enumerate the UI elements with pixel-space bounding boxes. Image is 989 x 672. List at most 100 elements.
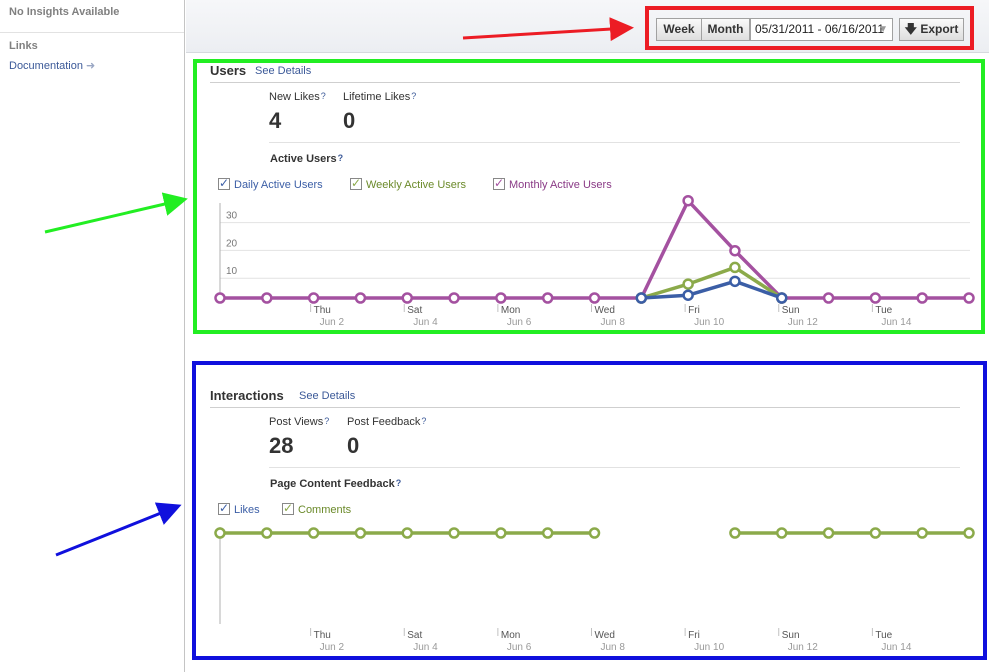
- legend-weekly-active-users[interactable]: Weekly Active Users: [350, 176, 466, 191]
- interactions-divider: [210, 407, 960, 408]
- x-tick-label-date: Jun 12: [788, 317, 818, 328]
- post-views-label: Post Views?: [269, 416, 330, 428]
- series-0-point: [541, 292, 554, 304]
- month-button[interactable]: Month: [701, 18, 750, 41]
- series-0-point: [869, 292, 882, 304]
- help-icon[interactable]: ?: [411, 91, 417, 101]
- stats-divider: [269, 142, 960, 143]
- series-0-point: [495, 292, 507, 304]
- checkbox-icon: [218, 501, 230, 515]
- legend-monthly-active-users[interactable]: Monthly Active Users: [493, 176, 612, 191]
- help-icon[interactable]: ?: [395, 478, 402, 488]
- series-2-point: [776, 292, 788, 304]
- comments-series-point: [448, 527, 460, 539]
- comments-series-point: [401, 527, 413, 539]
- date-range-select[interactable]: 05/31/2011 - 06/16/2011 ▼: [750, 18, 893, 41]
- comments-series-point: [916, 527, 928, 539]
- interactions-title: Interactions: [210, 388, 284, 403]
- series-0-point: [822, 292, 835, 304]
- page-content-feedback-title: Page Content Feedback?: [270, 478, 402, 490]
- week-button[interactable]: Week: [656, 18, 702, 41]
- x-tick-label-day: Wed: [595, 630, 615, 641]
- help-icon[interactable]: ?: [320, 91, 326, 101]
- series-0-point: [214, 292, 226, 304]
- comments-series-point: [729, 527, 741, 539]
- series-2-point: [729, 275, 741, 288]
- x-tick-label-date: Jun 6: [507, 317, 532, 328]
- x-tick-label-day: Fri: [688, 305, 700, 316]
- help-icon[interactable]: ?: [324, 416, 330, 426]
- documentation-link-label: Documentation: [9, 60, 83, 72]
- x-tick-label-day: Mon: [501, 305, 520, 316]
- x-tick-label-day: Mon: [501, 630, 520, 641]
- x-tick-label-date: Jun 2: [320, 317, 345, 328]
- post-feedback-value: 0: [347, 433, 360, 458]
- series-1-point: [682, 278, 694, 290]
- series-0-point: [916, 292, 928, 304]
- x-tick-label-day: Tue: [875, 630, 892, 641]
- comments-series-point: [307, 527, 320, 539]
- series-0-point: [448, 292, 460, 304]
- no-insights-notice: No Insights Available: [0, 0, 184, 33]
- x-tick-label-day: Thu: [314, 630, 331, 641]
- x-tick-label-day: Sat: [407, 630, 422, 641]
- legend-likes[interactable]: Likes: [218, 501, 260, 516]
- sidebar: No Insights Available Links Documentatio…: [0, 0, 185, 672]
- x-tick-label-date: Jun 4: [413, 642, 438, 653]
- lifetime-likes-value: 0: [343, 108, 356, 133]
- series-0-point: [401, 292, 413, 304]
- export-label: Export: [920, 22, 959, 36]
- legend-comments[interactable]: Comments: [282, 501, 351, 516]
- export-button[interactable]: 🡇 Export: [899, 18, 964, 41]
- x-tick-label-date: Jun 14: [881, 317, 911, 328]
- x-tick-label-day: Tue: [875, 305, 892, 316]
- x-tick-label-day: Fri: [688, 630, 700, 641]
- help-icon[interactable]: ?: [337, 153, 344, 163]
- comments-series-point: [822, 527, 835, 539]
- date-range-value: 05/31/2011 - 06/16/2011: [755, 22, 884, 36]
- checkbox-icon: [350, 176, 362, 190]
- x-tick-label-date: Jun 14: [881, 642, 911, 653]
- x-tick-label-day: Thu: [314, 305, 331, 316]
- series-0-point: [963, 292, 975, 304]
- post-feedback-label: Post Feedback?: [347, 416, 427, 428]
- comments-series-point: [261, 527, 273, 539]
- x-tick-label-date: Jun 2: [320, 642, 345, 653]
- checkbox-icon: [282, 501, 294, 515]
- x-tick-label-date: Jun 10: [694, 642, 724, 653]
- x-tick-label-date: Jun 6: [507, 642, 532, 653]
- x-tick-label-date: Jun 4: [413, 317, 438, 328]
- users-divider: [210, 82, 960, 83]
- comments-series-point: [869, 527, 882, 539]
- help-icon[interactable]: ?: [421, 416, 427, 426]
- x-tick-label-day: Sat: [407, 305, 422, 316]
- new-likes-label: New Likes?: [269, 91, 326, 103]
- series-0-point: [354, 292, 367, 304]
- comments-series-point: [963, 527, 975, 539]
- legend-daily-active-users[interactable]: Daily Active Users: [218, 176, 323, 191]
- comments-series-point: [214, 527, 226, 539]
- stats-divider: [269, 467, 960, 468]
- x-tick-label-date: Jun 8: [601, 317, 626, 328]
- comments-series-point: [541, 527, 554, 539]
- series-1-line: [640, 265, 783, 300]
- new-likes-value: 4: [269, 108, 282, 133]
- checkbox-icon: [493, 176, 505, 190]
- checkbox-icon: [218, 176, 230, 190]
- series-0-point: [588, 292, 601, 304]
- interactions-see-details-link[interactable]: See Details: [299, 390, 356, 402]
- series-1-point: [729, 261, 741, 274]
- active-users-title: Active Users?: [270, 153, 344, 165]
- users-see-details-link[interactable]: See Details: [255, 65, 312, 77]
- arrow-right-icon: ➜: [86, 60, 96, 72]
- x-tick-label-day: Sun: [782, 305, 800, 316]
- series-2-point: [635, 292, 648, 304]
- series-0-point: [307, 292, 320, 304]
- series-0-point: [729, 244, 741, 257]
- series-0-point: [261, 292, 273, 304]
- documentation-link[interactable]: Documentation ➜: [9, 59, 95, 72]
- comments-series-point: [495, 527, 507, 539]
